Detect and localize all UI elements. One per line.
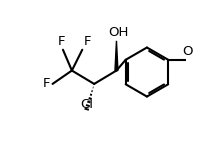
- Text: O: O: [182, 45, 193, 58]
- Polygon shape: [115, 41, 118, 70]
- Text: Cl: Cl: [80, 98, 93, 111]
- Text: OH: OH: [108, 26, 128, 39]
- Text: F: F: [84, 35, 91, 48]
- Text: F: F: [58, 34, 65, 48]
- Text: F: F: [43, 77, 50, 90]
